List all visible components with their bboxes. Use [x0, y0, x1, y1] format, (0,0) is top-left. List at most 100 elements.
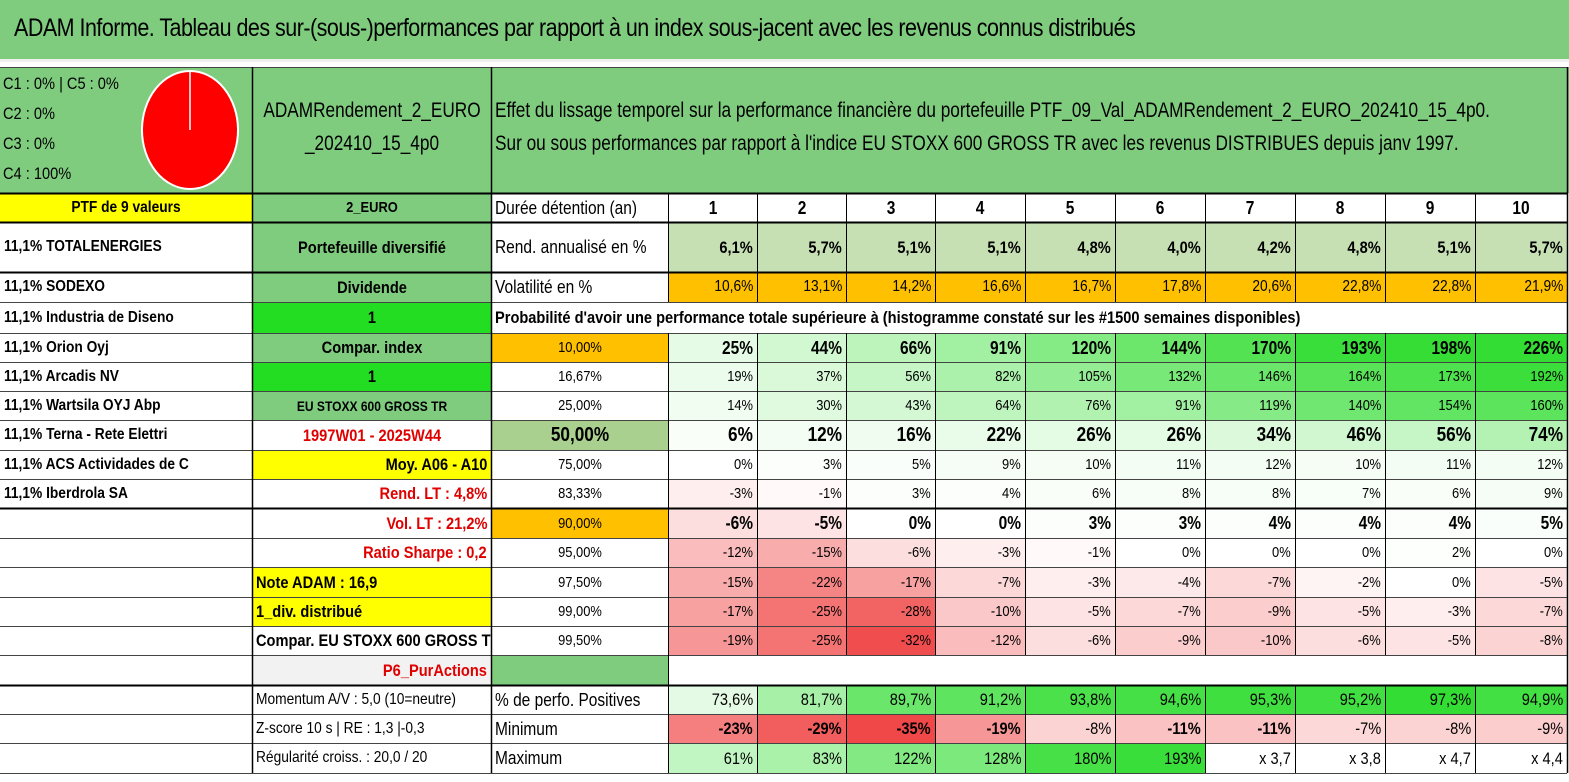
info-pur-actions: P6_PurActions — [252, 655, 491, 685]
prob-value-text: 12% — [1265, 456, 1291, 473]
info-moy-text: Moy. A06 - A10 — [385, 455, 487, 474]
prob-value: 66% — [846, 333, 935, 362]
prob-value: 0% — [1385, 567, 1475, 597]
prob-value: 76% — [1025, 391, 1115, 420]
prob-value: -17% — [668, 597, 757, 626]
prob-value: 22% — [935, 420, 1025, 450]
holding-row-text: 11,1% SODEXO — [4, 278, 105, 295]
prob-value-text: 0% — [1182, 544, 1201, 561]
prob-value-text: 0% — [1272, 544, 1291, 561]
min-value-text: -11% — [1257, 719, 1291, 738]
prob-value: 12% — [1475, 450, 1567, 479]
vol-value-text: 14,2% — [891, 278, 931, 295]
prob-value: -9% — [1115, 626, 1205, 655]
prob-value-text: 4% — [1358, 513, 1381, 533]
prob-value-text: 74% — [1528, 424, 1563, 446]
prob-value: 91% — [935, 333, 1025, 362]
min-value: -9% — [1475, 714, 1567, 743]
prob-value: -32% — [846, 626, 935, 655]
prob-value-text: -22% — [811, 574, 842, 591]
rend-value: 4,2% — [1205, 222, 1295, 272]
prob-value: 4% — [1205, 508, 1295, 538]
prob-value-text: -6% — [908, 544, 931, 561]
prob-value-text: -25% — [811, 632, 842, 649]
prob-value: 160% — [1475, 391, 1567, 420]
prob-value: 19% — [668, 362, 757, 391]
prob-percentile: 95,00% — [491, 538, 668, 567]
prob-value: -25% — [757, 626, 846, 655]
prob-value-text: -7% — [1178, 603, 1201, 620]
info-compar-index-value[interactable]: 1 — [252, 362, 491, 391]
prob-value: 7% — [1295, 479, 1385, 508]
prob-percentile: 90,00% — [491, 508, 668, 538]
prob-value-text: -12% — [722, 544, 753, 561]
holding-row-text: 11,1% Orion Oyj — [4, 339, 109, 356]
min-value-text: -11% — [1167, 719, 1201, 738]
ptf-header-text: PTF de 9 valeurs — [71, 199, 181, 216]
prob-value-text: 64% — [995, 397, 1021, 414]
prob-value: -1% — [1025, 538, 1115, 567]
prob-value-text: 91% — [990, 338, 1021, 358]
prob-value-text: 37% — [816, 368, 842, 385]
prob-value-text: 7% — [1362, 485, 1381, 502]
prob-value: 0% — [846, 508, 935, 538]
prob-value-text: 14% — [727, 397, 753, 414]
prob-value-text: 146% — [1257, 368, 1291, 385]
prob-value: -5% — [1295, 597, 1385, 626]
description-line: Effet du lissage temporel sur la perform… — [495, 99, 1490, 122]
max-value-text: 61% — [723, 749, 753, 768]
prob-value-text: -6% — [1358, 632, 1381, 649]
prob-value-text: 0% — [1452, 574, 1471, 591]
holding-row: 11,1% Terna - Rete Elettri — [0, 420, 252, 450]
max-value: 193% — [1115, 743, 1205, 773]
prob-value: 6% — [1385, 479, 1475, 508]
prob-value: 164% — [1295, 362, 1385, 391]
prob-value: -15% — [757, 538, 846, 567]
prob-value: 170% — [1205, 333, 1295, 362]
prob-percentile: 10,00% — [491, 333, 668, 362]
prob-value: -5% — [1475, 567, 1567, 597]
prob-value-text: 0% — [734, 456, 753, 473]
info-pur-actions-text: P6_PurActions — [382, 661, 487, 680]
prob-value-text: -3% — [730, 485, 753, 502]
info-vol-lt: Vol. LT : 21,2% — [252, 508, 491, 538]
pos-value-text: 94,6% — [1159, 690, 1201, 709]
prob-value-text: 6% — [1092, 485, 1111, 502]
pos-value-text: 73,6% — [711, 690, 753, 709]
year-header-text: 4 — [975, 198, 985, 218]
holding-row-text: 11,1% Iberdrola SA — [4, 485, 128, 502]
prob-value-text: 26% — [1076, 424, 1111, 446]
info-currency: 2_EURO — [252, 193, 491, 222]
title-bar: ADAM Informe. Tableau des sur-(sous-)per… — [0, 0, 1569, 62]
prob-percentile-text: 25,00% — [557, 397, 602, 414]
vol-value: 10,6% — [668, 272, 757, 302]
prob-value-text: 154% — [1437, 397, 1471, 414]
prob-value: 10% — [1295, 450, 1385, 479]
max-value: 122% — [846, 743, 935, 773]
prob-percentile-text: 16,67% — [557, 368, 602, 385]
prob-value-text: -8% — [1540, 632, 1563, 649]
prob-value: 154% — [1385, 391, 1475, 420]
prob-value: 192% — [1475, 362, 1567, 391]
prob-percentile: 97,50% — [491, 567, 668, 597]
prob-percentile-text: 83,33% — [557, 485, 602, 502]
holding-row: 11,1% SODEXO — [0, 272, 252, 302]
prob-value-text: 226% — [1523, 338, 1563, 358]
prob-value-text: 12% — [807, 424, 842, 446]
rend-value-text: 5,7% — [808, 238, 842, 257]
info-compar-index-label: Compar. index — [252, 333, 491, 362]
prob-value: -5% — [1385, 626, 1475, 655]
prob-percentile-text: 10,00% — [557, 339, 602, 356]
prob-value: 0% — [1115, 538, 1205, 567]
pos-value: 95,3% — [1205, 685, 1295, 714]
pos-value-text: 89,7% — [889, 690, 931, 709]
prob-value-text: 12% — [1537, 456, 1563, 473]
prob-value: 37% — [757, 362, 846, 391]
prob-value-text: 22% — [986, 424, 1021, 446]
prob-value: 8% — [1115, 479, 1205, 508]
prob-value: 26% — [1025, 420, 1115, 450]
year-header-text: 2 — [797, 198, 806, 218]
vol-value: 14,2% — [846, 272, 935, 302]
min-value: -8% — [1025, 714, 1115, 743]
info-dividend-value[interactable]: 1 — [252, 302, 491, 333]
